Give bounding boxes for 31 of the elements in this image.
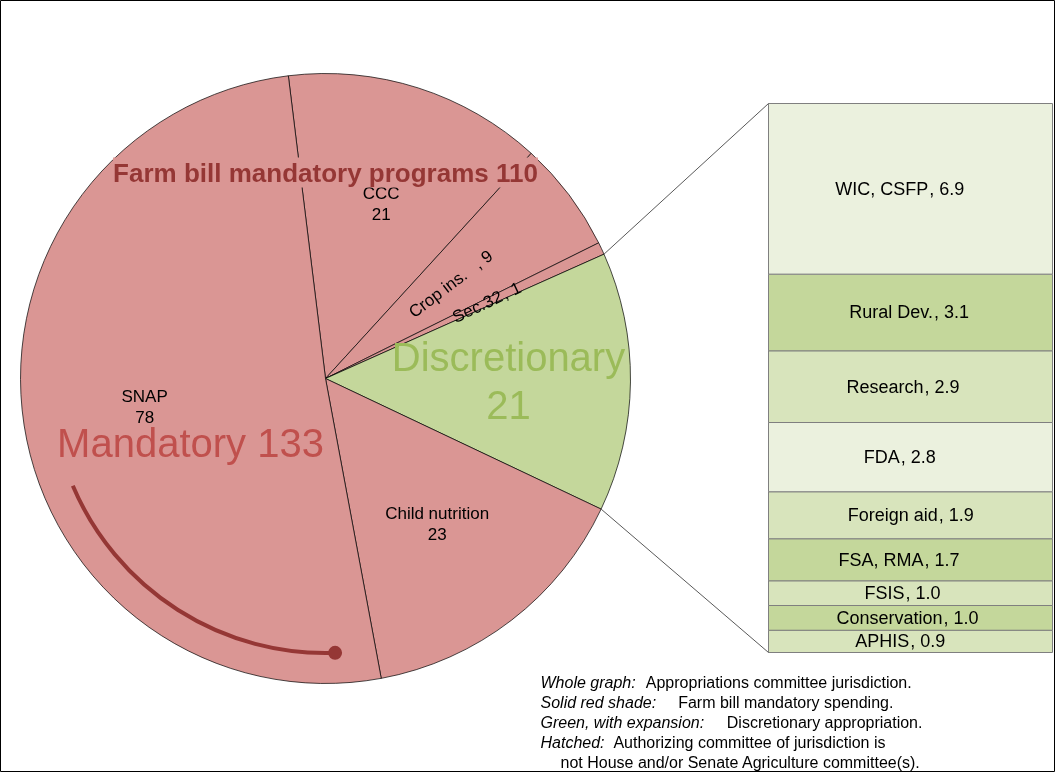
data-label: , 6.9 bbox=[929, 178, 965, 199]
series-label: FSA, RMA bbox=[838, 549, 924, 570]
series-label: WIC, CSFP bbox=[835, 178, 929, 199]
series-label: FDA bbox=[863, 447, 900, 468]
series-label: Rural Dev. bbox=[849, 302, 934, 323]
text: Whole graph: Appropriations committee jurisdiction. bbox=[540, 674, 912, 691]
slice-label: Child nutrition bbox=[385, 503, 490, 523]
text: Hatched: Authorizing committee of jurisdiction is bbox=[540, 734, 886, 751]
text: Solid red shade: Farm bill mandatory spending. bbox=[540, 694, 894, 711]
series-label: Foreign aid bbox=[847, 505, 938, 526]
data-label: , 0.9 bbox=[910, 631, 946, 652]
data-label: 21 bbox=[486, 382, 531, 427]
series-label: Conservation bbox=[836, 607, 943, 628]
data-label: , 1.9 bbox=[938, 505, 974, 526]
slice-label: Discretionary bbox=[391, 334, 626, 379]
data-label: , 1.0 bbox=[905, 583, 941, 604]
data-label: , 2.9 bbox=[924, 376, 960, 397]
text: Green, with expansion: Discretionary appropriation. bbox=[540, 714, 923, 731]
series-label: Research bbox=[846, 376, 924, 397]
data-label: , 2.8 bbox=[900, 447, 936, 468]
data-label: , 3.1 bbox=[934, 302, 970, 323]
text: not House and/or Senate Agriculture committee(s). bbox=[560, 754, 920, 771]
series-label: FSIS bbox=[864, 583, 905, 604]
data-label: , 1.0 bbox=[943, 607, 979, 628]
data-label: 23 bbox=[427, 524, 447, 544]
slice-label: SNAP bbox=[121, 386, 168, 406]
series-label: APHIS bbox=[855, 631, 910, 652]
data-label: , 1.7 bbox=[924, 549, 960, 570]
text: Farm bill mandatory programs 110 bbox=[113, 157, 538, 188]
data-label: , 9 bbox=[470, 246, 497, 273]
data-label: 21 bbox=[371, 205, 391, 225]
